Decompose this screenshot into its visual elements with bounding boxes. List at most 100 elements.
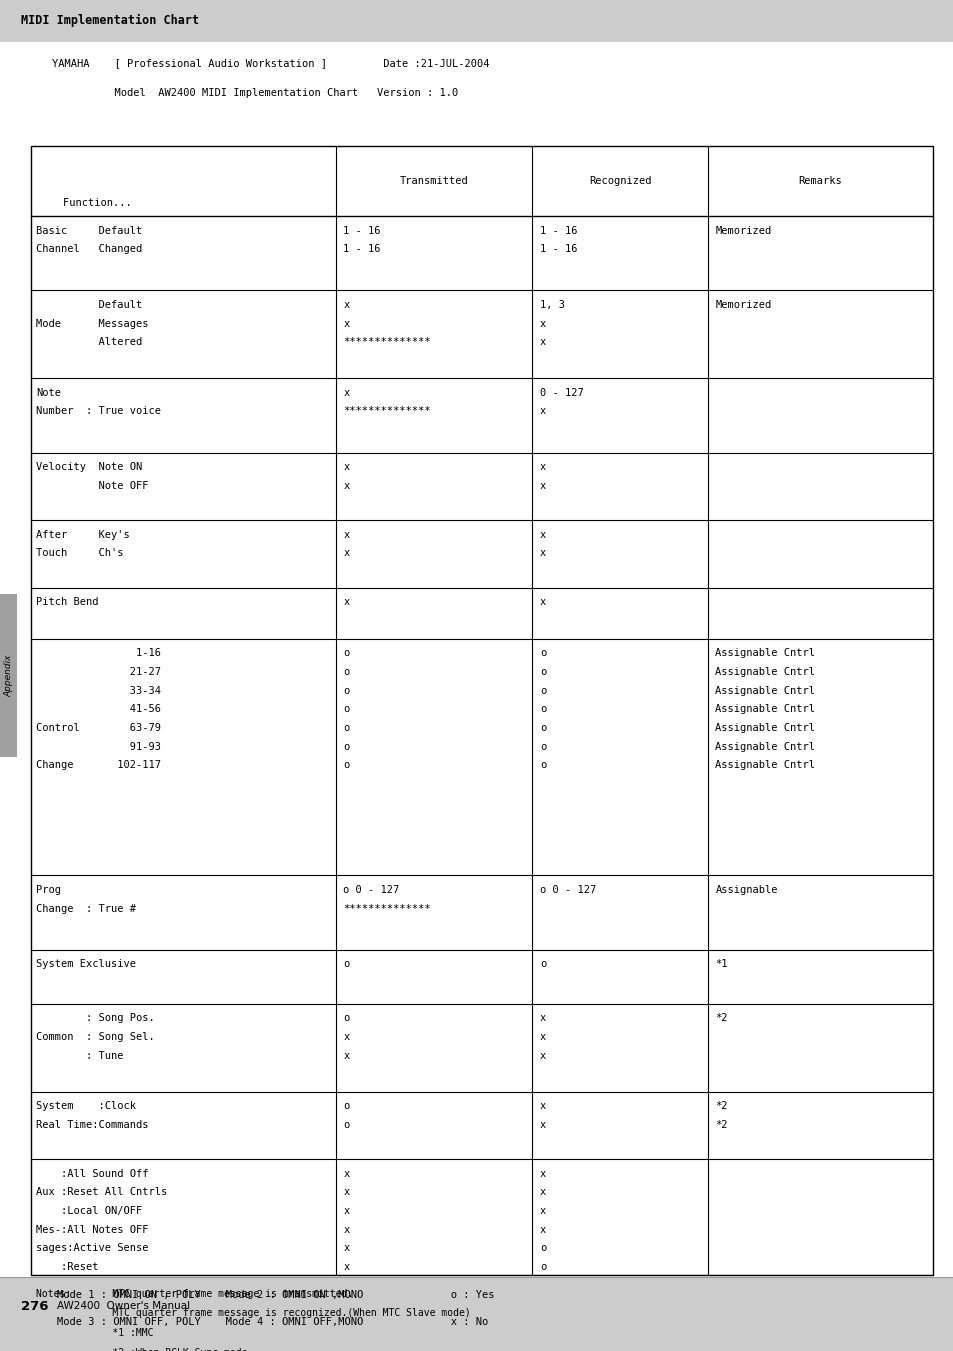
Text: 91-93: 91-93 <box>36 742 161 751</box>
Text: x: x <box>539 319 546 328</box>
Text: x: x <box>539 530 546 539</box>
Text: 41-56: 41-56 <box>36 704 161 715</box>
Text: 1, 3: 1, 3 <box>539 300 564 309</box>
Text: o 0 - 127: o 0 - 127 <box>343 885 399 894</box>
Text: *1: *1 <box>715 959 727 969</box>
Text: o: o <box>539 686 546 696</box>
Text: x: x <box>539 1101 546 1111</box>
Text: x: x <box>343 597 350 607</box>
Text: **************: ************** <box>343 407 431 416</box>
Text: Assignable: Assignable <box>715 885 778 894</box>
Text: 1 - 16: 1 - 16 <box>343 245 380 254</box>
Text: Number  : True voice: Number : True voice <box>36 407 161 416</box>
Text: MIDI Implementation Chart: MIDI Implementation Chart <box>21 15 199 27</box>
Text: x: x <box>343 1224 350 1235</box>
Text: Aux :Reset All Cntrls: Aux :Reset All Cntrls <box>36 1188 168 1197</box>
Text: x: x <box>343 1051 350 1061</box>
Text: x: x <box>539 1032 546 1042</box>
Text: System    :Clock: System :Clock <box>36 1101 136 1111</box>
Text: o: o <box>343 686 350 696</box>
Text: System Exclusive: System Exclusive <box>36 959 136 969</box>
Text: x: x <box>539 1051 546 1061</box>
Text: x: x <box>539 1224 546 1235</box>
Text: x: x <box>343 549 350 558</box>
Text: Note OFF: Note OFF <box>36 481 149 490</box>
Text: Transmitted: Transmitted <box>399 176 468 186</box>
Text: o: o <box>343 704 350 715</box>
Text: Assignable Cntrl: Assignable Cntrl <box>715 761 815 770</box>
Text: **************: ************** <box>343 338 431 347</box>
Text: x: x <box>539 1120 546 1129</box>
Text: YAMAHA    [ Professional Audio Workstation ]         Date :21-JUL-2004: YAMAHA [ Professional Audio Workstation … <box>52 58 490 68</box>
Text: Real Time:Commands: Real Time:Commands <box>36 1120 149 1129</box>
Text: Channel   Changed: Channel Changed <box>36 245 142 254</box>
Text: Notes:       MTC quarter frame message is transmitted.: Notes: MTC quarter frame message is tran… <box>36 1289 354 1298</box>
Text: o: o <box>343 1101 350 1111</box>
Text: Change       102-117: Change 102-117 <box>36 761 161 770</box>
Text: Assignable Cntrl: Assignable Cntrl <box>715 648 815 658</box>
Text: x: x <box>343 319 350 328</box>
Text: *2: *2 <box>715 1101 727 1111</box>
Text: Note: Note <box>36 388 61 397</box>
Text: x: x <box>343 481 350 490</box>
Text: *2: *2 <box>715 1013 727 1023</box>
Text: x: x <box>539 462 546 471</box>
Text: 1-16: 1-16 <box>36 648 161 658</box>
Text: x: x <box>343 1169 350 1178</box>
Text: o: o <box>539 761 546 770</box>
Text: Appendix: Appendix <box>4 654 13 697</box>
Text: o: o <box>539 959 546 969</box>
Text: 1 - 16: 1 - 16 <box>539 226 577 235</box>
Text: Memorized: Memorized <box>715 300 771 309</box>
Text: Assignable Cntrl: Assignable Cntrl <box>715 742 815 751</box>
Text: :Reset: :Reset <box>36 1262 99 1271</box>
Text: AW2400  Owner's Manual: AW2400 Owner's Manual <box>57 1301 191 1312</box>
Text: x: x <box>539 1169 546 1178</box>
Text: x: x <box>539 481 546 490</box>
Text: *1 :MMC: *1 :MMC <box>36 1328 153 1337</box>
Text: :Local ON/OFF: :Local ON/OFF <box>36 1206 142 1216</box>
Text: Velocity  Note ON: Velocity Note ON <box>36 462 142 471</box>
Text: Mode      Messages: Mode Messages <box>36 319 149 328</box>
Text: **************: ************** <box>343 904 431 913</box>
Text: Default: Default <box>36 300 142 309</box>
Text: o: o <box>343 648 350 658</box>
Text: x: x <box>539 1188 546 1197</box>
Bar <box>0 594 17 757</box>
Text: 21-27: 21-27 <box>36 667 161 677</box>
Text: Change  : True #: Change : True # <box>36 904 136 913</box>
Text: Common  : Song Sel.: Common : Song Sel. <box>36 1032 154 1042</box>
Text: o: o <box>539 723 546 734</box>
Text: Assignable Cntrl: Assignable Cntrl <box>715 667 815 677</box>
Text: 1 - 16: 1 - 16 <box>343 226 380 235</box>
Text: Altered: Altered <box>36 338 142 347</box>
Bar <box>0 1277 953 1351</box>
Text: o 0 - 127: o 0 - 127 <box>539 885 596 894</box>
Text: Basic     Default: Basic Default <box>36 226 142 235</box>
Text: o: o <box>343 1120 350 1129</box>
Text: o: o <box>539 648 546 658</box>
Text: o: o <box>343 667 350 677</box>
Text: Memorized: Memorized <box>715 226 771 235</box>
Text: Mes-:All Notes OFF: Mes-:All Notes OFF <box>36 1224 149 1235</box>
Text: x: x <box>343 1188 350 1197</box>
Text: After     Key's: After Key's <box>36 530 130 539</box>
Text: x: x <box>539 597 546 607</box>
Text: 276: 276 <box>21 1300 49 1313</box>
Text: 0 - 127: 0 - 127 <box>539 388 583 397</box>
Text: x: x <box>343 1206 350 1216</box>
Text: x: x <box>343 462 350 471</box>
Text: *2: *2 <box>715 1120 727 1129</box>
Text: x: x <box>539 338 546 347</box>
Text: x: x <box>343 300 350 309</box>
Text: o: o <box>539 667 546 677</box>
Text: o: o <box>343 723 350 734</box>
Text: x: x <box>343 1262 350 1271</box>
Text: x: x <box>539 549 546 558</box>
Text: x: x <box>539 1013 546 1023</box>
Text: o: o <box>539 742 546 751</box>
Text: Assignable Cntrl: Assignable Cntrl <box>715 686 815 696</box>
Text: x: x <box>539 407 546 416</box>
Text: 33-34: 33-34 <box>36 686 161 696</box>
Bar <box>30 146 932 1275</box>
